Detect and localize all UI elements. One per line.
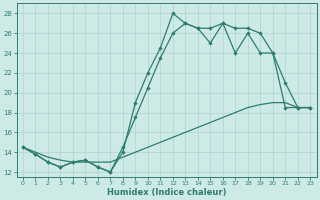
- X-axis label: Humidex (Indice chaleur): Humidex (Indice chaleur): [107, 188, 226, 197]
